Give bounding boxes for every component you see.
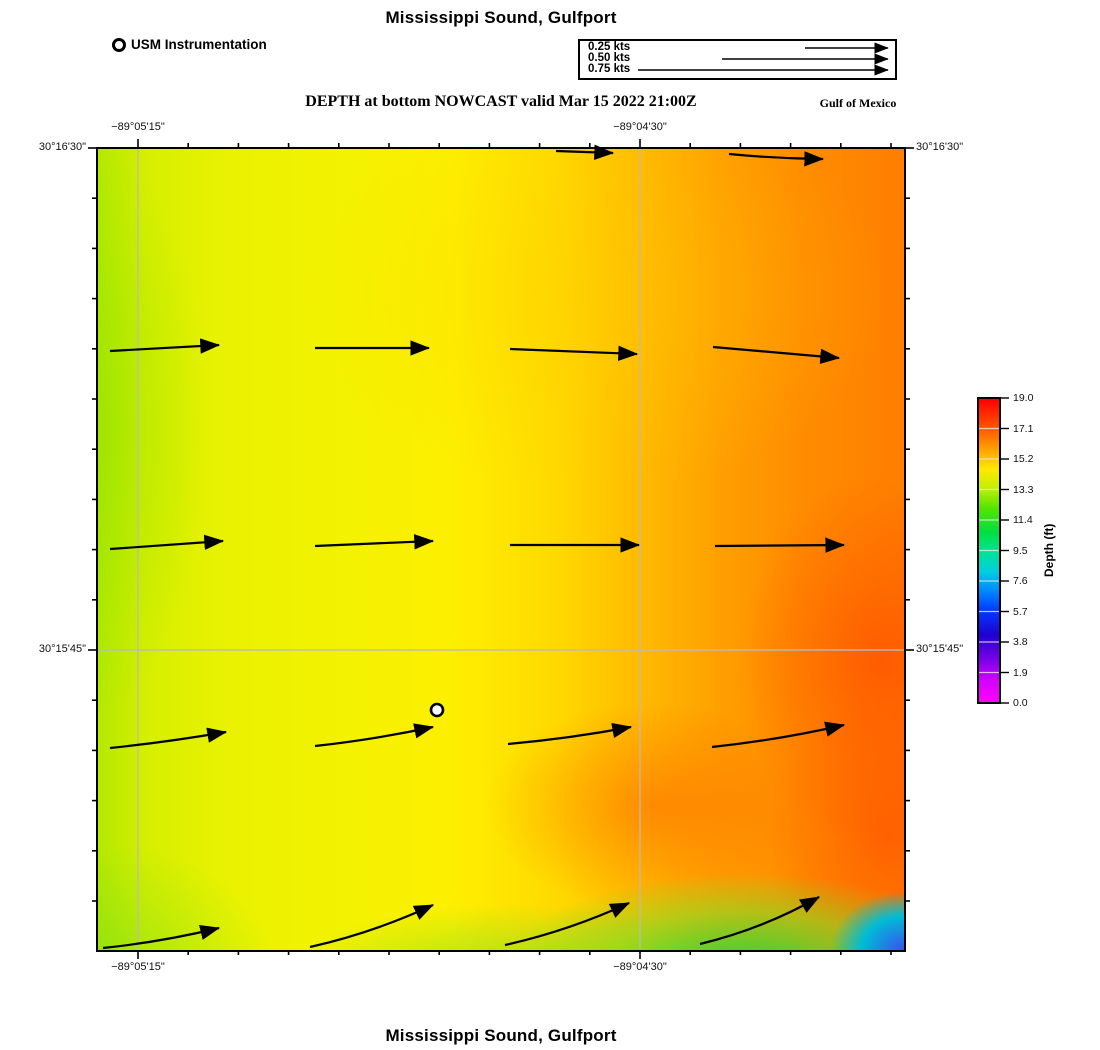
x-axis-label-top-west: −89°05'15" (111, 121, 165, 133)
colorbar-tick-label: 9.5 (1013, 544, 1028, 557)
colorbar-tick-label: 11.4 (1013, 514, 1033, 526)
colorbar-tick-label: 5.7 (1013, 605, 1028, 618)
scale-legend-label-050: 0.50 kts (588, 52, 631, 64)
colorbar-tick-label: 1.9 (1013, 666, 1028, 679)
scale-legend-label-075: 0.75 kts (588, 63, 631, 75)
colorbar-tick-label: 7.6 (1013, 575, 1028, 587)
colorbar-title: Depth (ft) (1042, 523, 1056, 578)
plot-subtitle: DEPTH at bottom NOWCAST valid Mar 15 202… (305, 93, 697, 110)
x-axis-label-top-east: −89°04'30" (613, 121, 667, 133)
y-axis-label-right-north: 30°16'30" (916, 141, 964, 153)
figure-caption: Mississippi Sound, Gulfport (385, 1026, 617, 1045)
region-label: Gulf of Mexico (819, 96, 897, 110)
y-axis-label-left-north: 30°16'30" (38, 141, 86, 153)
scale-legend-label-025: 0.25 kts (588, 41, 631, 53)
station-marker-icon (112, 37, 126, 52)
station-legend-label: USM Instrumentation (131, 37, 267, 52)
colorbar-tick-label: 0.0 (1013, 697, 1028, 709)
page-title: Mississippi Sound, Gulfport (385, 8, 617, 27)
station-legend: USM Instrumentation (112, 37, 267, 52)
colorbar (977, 397, 1001, 704)
colorbar-tick-label: 17.1 (1013, 422, 1034, 435)
colorbar-tick-label: 13.3 (1013, 483, 1034, 496)
x-axis-label-bottom-east: −89°04'30" (613, 961, 667, 973)
colorbar-tick-label: 3.8 (1013, 636, 1028, 648)
colorbar-tick-label: 19.0 (1013, 392, 1034, 404)
y-axis-label-right-south: 30°15'45" (916, 643, 964, 655)
colorbar-tick-label: 15.2 (1013, 453, 1034, 465)
y-axis-label-left-south: 30°15'45" (38, 643, 86, 655)
x-axis-label-bottom-west: −89°05'15" (111, 961, 165, 973)
depth-heatmap (96, 147, 906, 952)
